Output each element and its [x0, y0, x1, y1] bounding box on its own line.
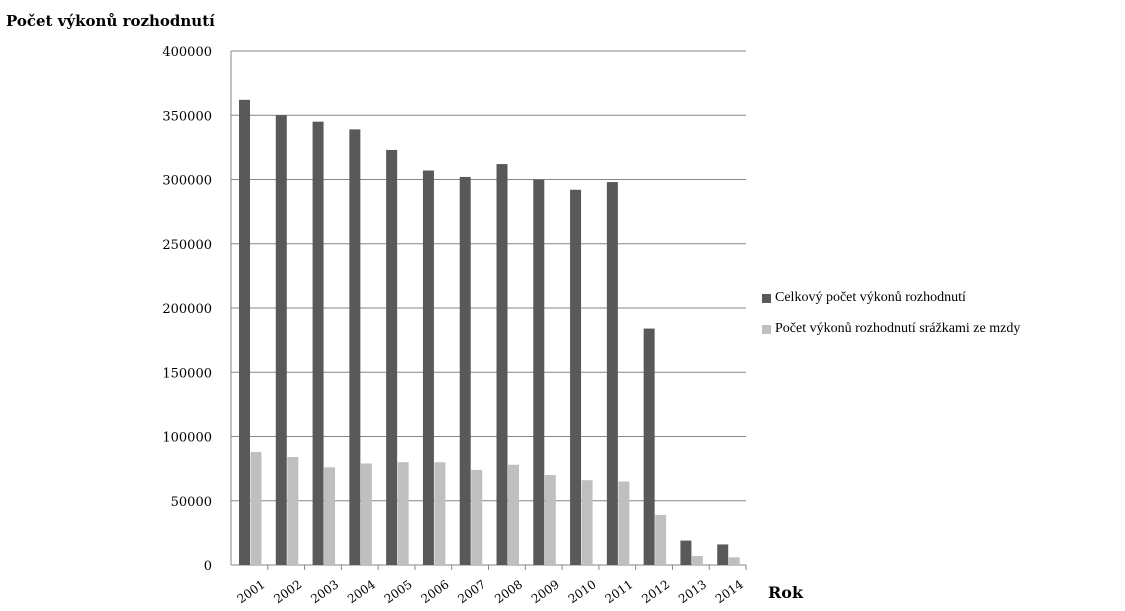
bar-wage-deduction-2009 — [544, 475, 556, 565]
bar-total-2012 — [643, 328, 655, 565]
y-axis-title: Počet výkonů rozhodnutí — [6, 12, 215, 30]
y-tick-label: 250000 — [162, 238, 212, 253]
y-tick-label: 350000 — [162, 109, 212, 124]
bar-wage-deduction-2014 — [728, 557, 740, 565]
bar-total-2011 — [606, 182, 618, 565]
bar-total-2001 — [239, 99, 250, 565]
bar-total-2007 — [459, 176, 471, 565]
x-tick-label: 2010 — [566, 577, 599, 606]
bar-wage-deduction-2008 — [508, 464, 519, 565]
bar-total-2010 — [570, 189, 582, 565]
bar-total-2002 — [275, 115, 287, 565]
y-tick-label: 150000 — [162, 366, 212, 381]
bar-total-2003 — [312, 121, 324, 566]
x-tick-label: 2009 — [529, 577, 562, 606]
x-tick-label: 2013 — [676, 577, 709, 606]
bar-wage-deduction-2013 — [691, 556, 703, 565]
x-tick-label: 2007 — [455, 577, 488, 606]
legend-swatch-wage-deduction — [762, 324, 771, 334]
y-tick-label: 100000 — [162, 431, 212, 446]
x-tick-label: 2003 — [308, 577, 341, 606]
legend-item-total: Celkový počet výkonů rozhodnutí — [762, 288, 1020, 308]
y-tick-label: 50000 — [171, 495, 212, 510]
bar-total-2005 — [386, 149, 398, 565]
x-tick-label: 2005 — [382, 577, 415, 606]
bar-total-2014 — [717, 544, 729, 565]
bar-total-2006 — [422, 170, 434, 565]
bar-wage-deduction-2004 — [360, 463, 372, 565]
bar-wage-deduction-2006 — [434, 462, 446, 565]
legend-label-total: Celkový počet výkonů rozhodnutí — [775, 290, 966, 305]
bar-wage-deduction-2012 — [655, 514, 667, 565]
bar-wage-deduction-2010 — [581, 480, 593, 565]
bar-total-2008 — [496, 164, 508, 565]
x-tick-label: 2001 — [235, 577, 268, 606]
legend: Celkový počet výkonů rozhodnutí Počet vý… — [762, 288, 1020, 350]
legend-label-wage-deduction: Počet výkonů rozhodnutí srážkami ze mzdy — [775, 321, 1021, 336]
x-tick-label: 2008 — [492, 577, 525, 606]
x-tick-label: 2002 — [271, 577, 304, 606]
x-tick-label: 2012 — [639, 577, 672, 606]
x-tick-label: 2004 — [345, 577, 378, 606]
bar-wage-deduction-2005 — [397, 462, 409, 565]
y-tick-label: 200000 — [162, 302, 212, 317]
x-tick-label: 2006 — [419, 577, 452, 606]
x-tick-label: 2014 — [713, 577, 746, 606]
bar-total-2004 — [349, 129, 361, 565]
bar-wage-deduction-2002 — [287, 457, 299, 565]
bar-wage-deduction-2007 — [471, 469, 483, 565]
x-axis-title: Rok — [768, 583, 804, 602]
bar-wage-deduction-2003 — [324, 467, 336, 565]
bar-total-2009 — [533, 179, 545, 565]
legend-item-wage-deduction: Počet výkonů rozhodnutí srážkami ze mzdy — [762, 319, 1020, 339]
y-tick-label: 0 — [204, 559, 212, 574]
bar-total-2013 — [680, 540, 692, 565]
bar-wage-deduction-2001 — [250, 451, 262, 565]
y-tick-label: 300000 — [162, 174, 212, 189]
x-tick-label: 2011 — [602, 577, 635, 606]
y-tick-label: 400000 — [162, 45, 212, 60]
bar-wage-deduction-2011 — [618, 481, 630, 565]
legend-swatch-total — [762, 293, 771, 303]
